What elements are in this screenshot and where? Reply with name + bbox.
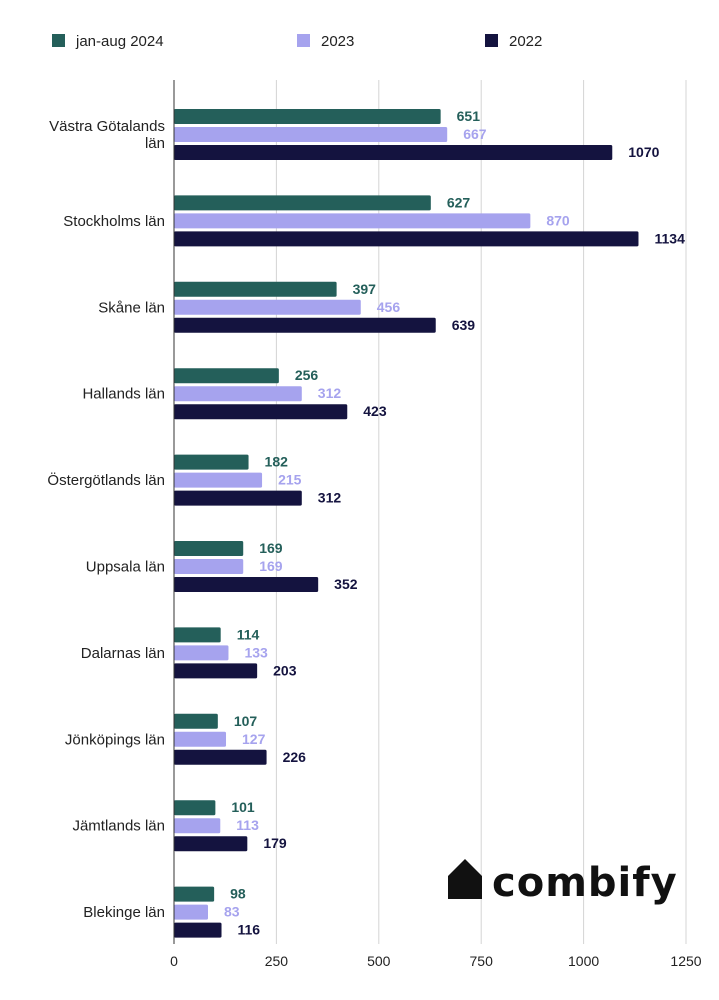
data-label: 1134 xyxy=(654,230,685,246)
bar xyxy=(174,404,348,420)
category-label: Jönköpings län xyxy=(65,731,165,748)
data-label: 83 xyxy=(224,904,240,920)
data-label: 203 xyxy=(273,662,297,678)
x-tick-label: 1000 xyxy=(568,953,599,969)
bar xyxy=(174,490,302,506)
bar xyxy=(174,472,263,488)
data-label: 352 xyxy=(334,576,358,592)
data-label: 256 xyxy=(295,367,319,383)
legend-label: jan-aug 2024 xyxy=(75,33,164,50)
data-label: 116 xyxy=(238,922,261,938)
bar xyxy=(174,836,248,852)
bar xyxy=(174,541,244,556)
bar xyxy=(174,800,216,816)
bar xyxy=(174,231,639,247)
legend-label: 2023 xyxy=(321,33,354,50)
x-tick-label: 0 xyxy=(170,953,178,969)
data-label: 114 xyxy=(237,626,260,642)
data-label: 98 xyxy=(230,886,246,902)
bar xyxy=(174,731,227,747)
data-label: 651 xyxy=(457,108,481,124)
bar xyxy=(174,663,258,679)
data-label: 215 xyxy=(278,472,302,488)
data-label: 179 xyxy=(263,835,287,851)
category-label: Blekinge län xyxy=(83,904,165,921)
data-label: 870 xyxy=(546,212,570,228)
category-label: Västra Götalands xyxy=(49,118,165,135)
bar xyxy=(174,577,319,592)
data-label: 627 xyxy=(447,194,471,210)
bar xyxy=(174,368,279,384)
data-label: 107 xyxy=(234,713,258,729)
data-label: 169 xyxy=(259,558,283,574)
bar xyxy=(174,454,249,470)
x-tick-label: 500 xyxy=(367,953,391,969)
data-label: 113 xyxy=(236,817,259,833)
data-label: 169 xyxy=(259,540,283,556)
category-label: län xyxy=(145,135,165,152)
bar xyxy=(174,749,267,765)
data-label: 456 xyxy=(377,299,401,315)
x-tick-label: 250 xyxy=(265,953,289,969)
data-label: 182 xyxy=(265,454,289,470)
data-label: 133 xyxy=(244,644,268,660)
brand-name: combify xyxy=(492,860,678,906)
bar xyxy=(174,213,531,229)
bar xyxy=(174,281,337,297)
data-label: 312 xyxy=(318,385,342,401)
bar xyxy=(174,299,361,315)
bar xyxy=(174,645,229,661)
data-label: 423 xyxy=(363,403,387,419)
data-label: 1070 xyxy=(628,144,659,160)
category-label: Skåne län xyxy=(98,299,165,316)
house-icon xyxy=(448,859,482,899)
data-label: 101 xyxy=(231,799,255,815)
category-label: Stockholms län xyxy=(63,213,165,230)
x-axis-tick-labels: 0 250 500 750 1000 1250 xyxy=(170,953,702,969)
bar xyxy=(174,109,441,124)
bar xyxy=(174,922,222,938)
legend-label: 2022 xyxy=(509,33,542,50)
bar xyxy=(174,127,448,142)
legend: jan-aug 2024 2023 2022 xyxy=(52,33,542,50)
data-label: 226 xyxy=(283,749,307,765)
category-label: Hallands län xyxy=(82,386,165,403)
bar xyxy=(174,386,302,402)
bar xyxy=(174,317,436,333)
category-label: Jämtlands län xyxy=(72,818,165,835)
data-label: 127 xyxy=(242,731,266,747)
bar xyxy=(174,886,215,902)
legend-swatch xyxy=(297,34,310,47)
bar xyxy=(174,818,221,834)
x-tick-label: 1250 xyxy=(670,953,701,969)
data-label: 667 xyxy=(463,126,487,142)
brand-logo: combify xyxy=(448,859,678,906)
bar xyxy=(174,627,221,643)
category-label: Uppsala län xyxy=(86,559,165,576)
x-tick-label: 750 xyxy=(470,953,494,969)
category-label: Östergötlands län xyxy=(47,471,165,489)
data-label: 312 xyxy=(318,490,342,506)
category-label: Dalarnas län xyxy=(81,645,165,662)
bar xyxy=(174,195,431,211)
legend-swatch xyxy=(485,34,498,47)
bar xyxy=(174,559,244,574)
legend-swatch xyxy=(52,34,65,47)
data-label: 639 xyxy=(452,317,476,333)
data-label: 397 xyxy=(353,281,377,297)
bar xyxy=(174,145,613,160)
bar xyxy=(174,904,208,920)
bar xyxy=(174,713,218,729)
